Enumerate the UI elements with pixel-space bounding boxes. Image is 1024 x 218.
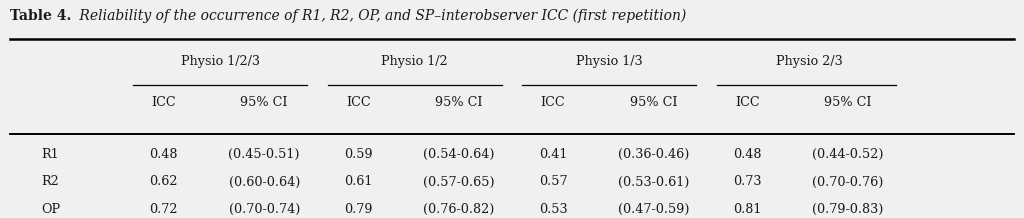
Text: (0.76-0.82): (0.76-0.82) xyxy=(423,203,495,216)
Text: (0.47-0.59): (0.47-0.59) xyxy=(617,203,689,216)
Text: 95% CI: 95% CI xyxy=(241,96,288,109)
Text: (0.53-0.61): (0.53-0.61) xyxy=(617,175,689,189)
Text: ICC: ICC xyxy=(152,96,176,109)
Text: Physio 2/3: Physio 2/3 xyxy=(775,54,843,68)
Text: 0.57: 0.57 xyxy=(539,175,567,189)
Text: ICC: ICC xyxy=(541,96,565,109)
Text: Table 4.: Table 4. xyxy=(10,9,72,23)
Text: 0.59: 0.59 xyxy=(344,148,373,161)
Text: OP: OP xyxy=(41,203,60,216)
Text: R2: R2 xyxy=(41,175,58,189)
Text: 0.72: 0.72 xyxy=(150,203,178,216)
Text: (0.57-0.65): (0.57-0.65) xyxy=(423,175,495,189)
Text: 0.53: 0.53 xyxy=(539,203,567,216)
Text: 95% CI: 95% CI xyxy=(435,96,482,109)
Text: 0.41: 0.41 xyxy=(539,148,567,161)
Text: Reliability of the occurrence of R1, R2, OP, and SP–interobserver ICC (first rep: Reliability of the occurrence of R1, R2,… xyxy=(75,9,686,23)
Text: 0.61: 0.61 xyxy=(344,175,373,189)
Text: (0.70-0.76): (0.70-0.76) xyxy=(812,175,884,189)
Text: (0.70-0.74): (0.70-0.74) xyxy=(228,203,300,216)
Text: ICC: ICC xyxy=(346,96,371,109)
Text: 0.79: 0.79 xyxy=(344,203,373,216)
Text: 0.48: 0.48 xyxy=(733,148,762,161)
Text: (0.45-0.51): (0.45-0.51) xyxy=(228,148,300,161)
Text: 0.62: 0.62 xyxy=(150,175,178,189)
Text: 0.48: 0.48 xyxy=(150,148,178,161)
Text: Physio 1/2/3: Physio 1/2/3 xyxy=(180,54,260,68)
Text: (0.79-0.83): (0.79-0.83) xyxy=(812,203,884,216)
Text: 0.73: 0.73 xyxy=(733,175,762,189)
Text: R1: R1 xyxy=(41,148,58,161)
Text: (0.60-0.64): (0.60-0.64) xyxy=(228,175,300,189)
Text: (0.44-0.52): (0.44-0.52) xyxy=(812,148,884,161)
Text: 95% CI: 95% CI xyxy=(824,96,871,109)
Text: 0.81: 0.81 xyxy=(733,203,762,216)
Text: Physio 1/2: Physio 1/2 xyxy=(381,54,449,68)
Text: 95% CI: 95% CI xyxy=(630,96,677,109)
Text: Physio 1/3: Physio 1/3 xyxy=(575,54,643,68)
Text: ICC: ICC xyxy=(735,96,760,109)
Text: (0.36-0.46): (0.36-0.46) xyxy=(617,148,689,161)
Text: (0.54-0.64): (0.54-0.64) xyxy=(423,148,495,161)
